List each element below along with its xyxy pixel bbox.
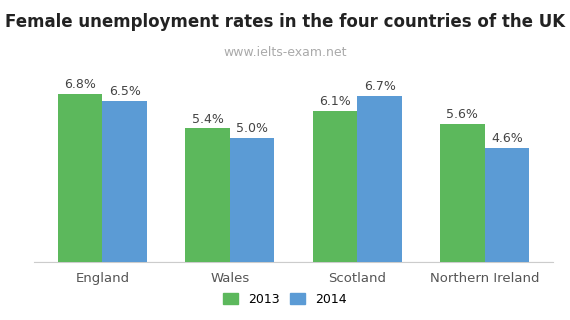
Text: 6.5%: 6.5% [109,85,141,98]
Bar [185,128,230,262]
Text: www.ielts-exam.net: www.ielts-exam.net [223,46,347,60]
Bar [230,138,274,262]
Bar [103,101,147,262]
Text: 4.6%: 4.6% [491,132,523,145]
Bar [357,96,402,262]
Bar [58,94,103,262]
Text: 5.4%: 5.4% [192,113,223,125]
Legend: 2013, 2014: 2013, 2014 [218,288,352,310]
Text: 6.1%: 6.1% [319,95,351,108]
Text: 5.0%: 5.0% [236,123,268,135]
Text: 6.7%: 6.7% [364,80,396,93]
Text: Female unemployment rates in the four countries of the UK: Female unemployment rates in the four co… [5,13,565,31]
Bar [440,124,484,262]
Bar [484,148,530,262]
Text: 5.6%: 5.6% [446,108,478,121]
Bar [313,111,357,262]
Text: 6.8%: 6.8% [64,78,96,91]
